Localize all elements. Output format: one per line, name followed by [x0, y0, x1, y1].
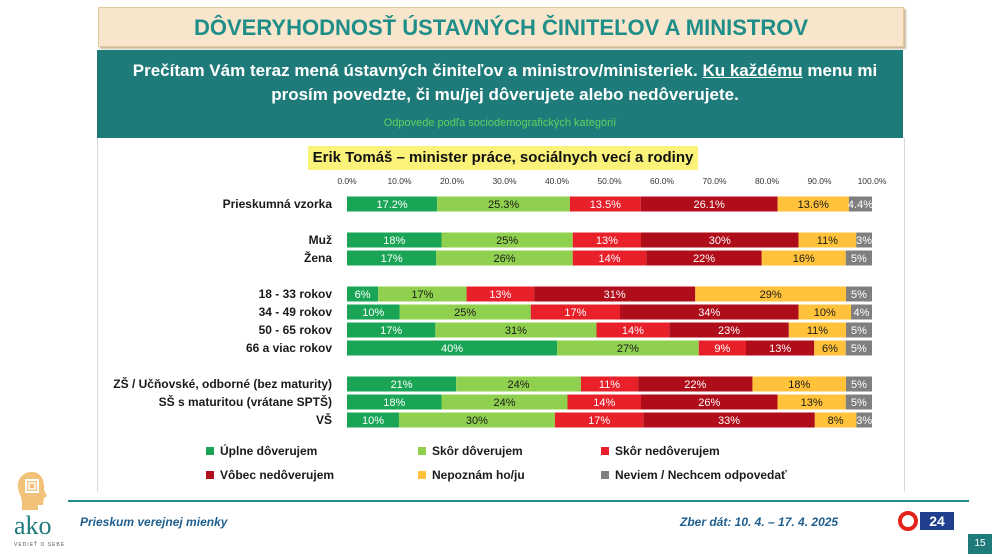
title-banner: DÔVERYHODNOSŤ ÚSTAVNÝCH ČINITEĽOV A MINI… — [98, 7, 904, 47]
question-text: Prečítam Vám teraz mená ústavných činite… — [127, 59, 883, 107]
tv-24-logo-icon: 24 — [898, 511, 954, 531]
question-part1: Prečítam Vám teraz mená ústavných činite… — [132, 61, 698, 80]
chart-subject: Erik Tomáš – minister práce, sociálnych … — [308, 146, 698, 170]
ako-logo-tagline: VEDIEŤ O SEBE — [14, 542, 66, 548]
chart-frame — [97, 138, 905, 492]
footer-date-range: Zber dát: 10. 4. – 17. 4. 2025 — [680, 515, 839, 529]
ako-head-logo-icon — [17, 472, 47, 510]
footer-survey-label: Prieskum verejnej mienky — [80, 515, 228, 529]
subnote: Odpovede podľa sociodemografických kateg… — [383, 117, 617, 129]
page-number: 15 — [968, 534, 992, 554]
page-title: DÔVERYHODNOSŤ ÚSTAVNÝCH ČINITEĽOV A MINI… — [194, 15, 808, 40]
question-part2: menu mi prosím povedzte, či mu/jej dôver… — [271, 61, 878, 104]
tv-logo-text: 24 — [929, 513, 945, 529]
question-box: Prečítam Vám teraz mená ústavných činite… — [97, 50, 903, 138]
footer-divider — [68, 500, 969, 502]
question-underlined: Ku každému — [702, 61, 803, 80]
ako-logo-text: ako — [14, 511, 52, 540]
